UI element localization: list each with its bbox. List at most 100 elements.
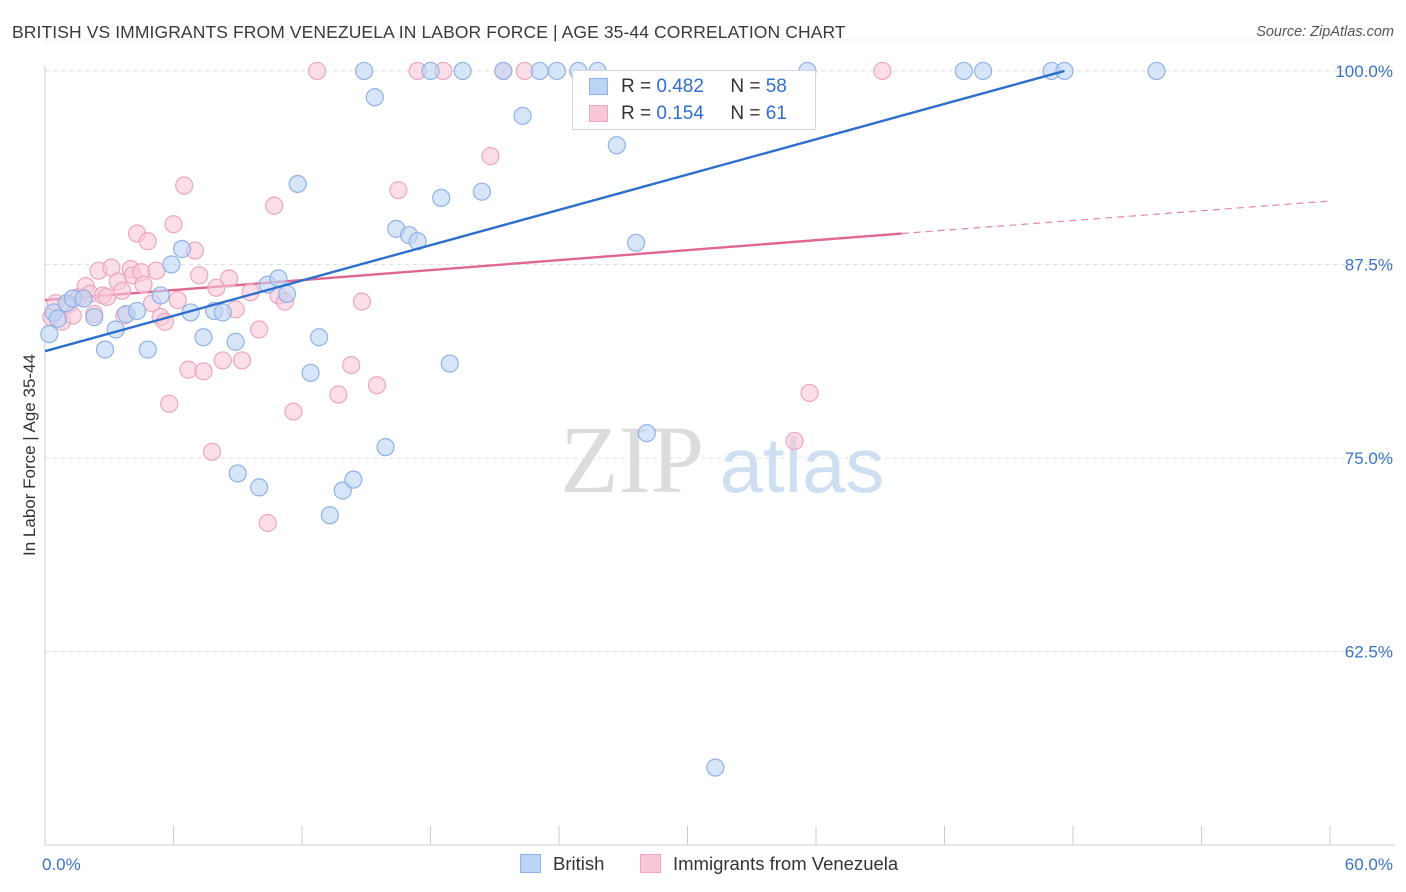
- venezuela-trend-group: [44, 200, 1331, 302]
- british-point: [310, 328, 329, 347]
- british-point: [365, 88, 384, 107]
- british-swatch: [589, 78, 608, 95]
- british-point: [421, 61, 440, 81]
- british-point: [320, 506, 339, 525]
- british-point: [973, 61, 993, 81]
- british-point: [172, 239, 192, 259]
- british-point: [513, 106, 532, 125]
- venezuela-point: [160, 394, 179, 413]
- venezuela-point: [873, 61, 892, 81]
- venezuela-point: [134, 275, 153, 294]
- axes: [44, 66, 1395, 846]
- venezuela-point: [250, 320, 269, 339]
- grid-lines: [45, 39, 1395, 652]
- legend-british-label: British: [553, 853, 605, 874]
- british-point: [277, 284, 297, 303]
- source-label: Source: ZipAtlas.com: [1256, 24, 1394, 40]
- venezuela-point: [284, 402, 303, 421]
- y-tick-label: 62.5%: [1345, 642, 1393, 661]
- british-point: [301, 363, 320, 382]
- british-points: [40, 61, 1166, 777]
- venezuela-point: [329, 385, 348, 404]
- venezuela-point: [213, 351, 232, 370]
- british-point: [127, 301, 147, 321]
- venezuela-point: [800, 383, 819, 403]
- venezuela-trend-line: [44, 232, 902, 302]
- british-point: [288, 174, 307, 194]
- british-point: [40, 325, 59, 344]
- british-point: [194, 328, 213, 347]
- british-point: [453, 61, 472, 81]
- british-point: [472, 182, 491, 201]
- venezuela-point: [785, 431, 804, 451]
- british-point: [440, 354, 459, 373]
- venezuela-point: [207, 278, 226, 297]
- venezuela-r-label: R =: [621, 103, 652, 124]
- british-r-label: R =: [621, 76, 652, 97]
- venezuela-swatch: [589, 105, 608, 122]
- british-point: [626, 233, 646, 252]
- watermark: ZIP atlas: [560, 406, 884, 513]
- british-point: [607, 136, 626, 155]
- venezuela-point: [190, 266, 209, 285]
- british-point: [138, 340, 157, 359]
- venezuela-point: [232, 351, 252, 370]
- legend-venezuela-swatch: [640, 854, 661, 873]
- venezuela-r-value: 0.154: [656, 103, 704, 124]
- british-point: [213, 303, 232, 322]
- british-trend-group: [44, 69, 1065, 353]
- british-point: [333, 481, 352, 500]
- venezuela-point: [389, 181, 408, 200]
- venezuela-point: [138, 232, 157, 251]
- british-point: [162, 255, 181, 274]
- venezuela-point: [202, 442, 222, 461]
- british-n-label: N =: [730, 76, 761, 97]
- british-point: [954, 61, 973, 81]
- venezuela-point: [342, 355, 361, 375]
- british-point: [1147, 61, 1166, 81]
- british-point: [706, 758, 725, 777]
- y-axis-label: In Labor Force | Age 35-44: [20, 354, 39, 556]
- british-point: [250, 478, 269, 497]
- british-point: [85, 308, 104, 327]
- venezuela-point: [352, 292, 372, 311]
- british-point: [547, 61, 566, 81]
- watermark-zip: ZIP: [560, 406, 704, 513]
- series-legend: British Immigrants from Venezuela: [0, 850, 1406, 878]
- british-point: [494, 61, 513, 81]
- y-tick-label: 87.5%: [1345, 255, 1393, 274]
- venezuela-n-label: N =: [730, 103, 761, 124]
- british-point: [344, 470, 363, 489]
- british-trend-line: [44, 69, 1065, 353]
- british-point: [48, 309, 67, 328]
- correlation-legend: R = 0.482 N = 58 R = 0.154 N = 61: [572, 70, 816, 130]
- venezuela-point: [112, 281, 132, 300]
- british-point: [376, 438, 395, 457]
- venezuela-point: [258, 513, 277, 533]
- chart-title: BRITISH VS IMMIGRANTS FROM VENEZUELA IN …: [12, 22, 846, 42]
- venezuela-point: [164, 215, 183, 234]
- tick-labels: 62.5% 75.0% 87.5% 100.0% 0.0% 60.0%: [42, 62, 1393, 874]
- y-tick-label: 100.0%: [1335, 62, 1393, 81]
- venezuela-point: [168, 290, 187, 310]
- venezuela-point: [481, 147, 500, 166]
- y-tick-label: 75.0%: [1345, 449, 1393, 468]
- british-point: [226, 332, 245, 351]
- british-point: [228, 464, 247, 483]
- british-r-value: 0.482: [656, 76, 704, 97]
- venezuela-point: [179, 360, 198, 379]
- venezuela-trend-extension: [901, 200, 1331, 235]
- legend-british-swatch: [520, 854, 541, 873]
- venezuela-point: [307, 61, 327, 81]
- venezuela-point: [367, 376, 387, 395]
- watermark-atlas: atlas: [720, 421, 885, 509]
- british-point: [74, 289, 93, 308]
- british-point: [151, 286, 170, 305]
- legend-venezuela-label: Immigrants from Venezuela: [673, 853, 899, 874]
- british-point: [95, 340, 115, 359]
- venezuela-n-value: 61: [765, 103, 787, 124]
- british-n-value: 58: [765, 76, 787, 97]
- british-point: [355, 61, 374, 81]
- venezuela-point: [265, 196, 284, 215]
- x-tick-label-max: 60.0%: [1345, 855, 1393, 874]
